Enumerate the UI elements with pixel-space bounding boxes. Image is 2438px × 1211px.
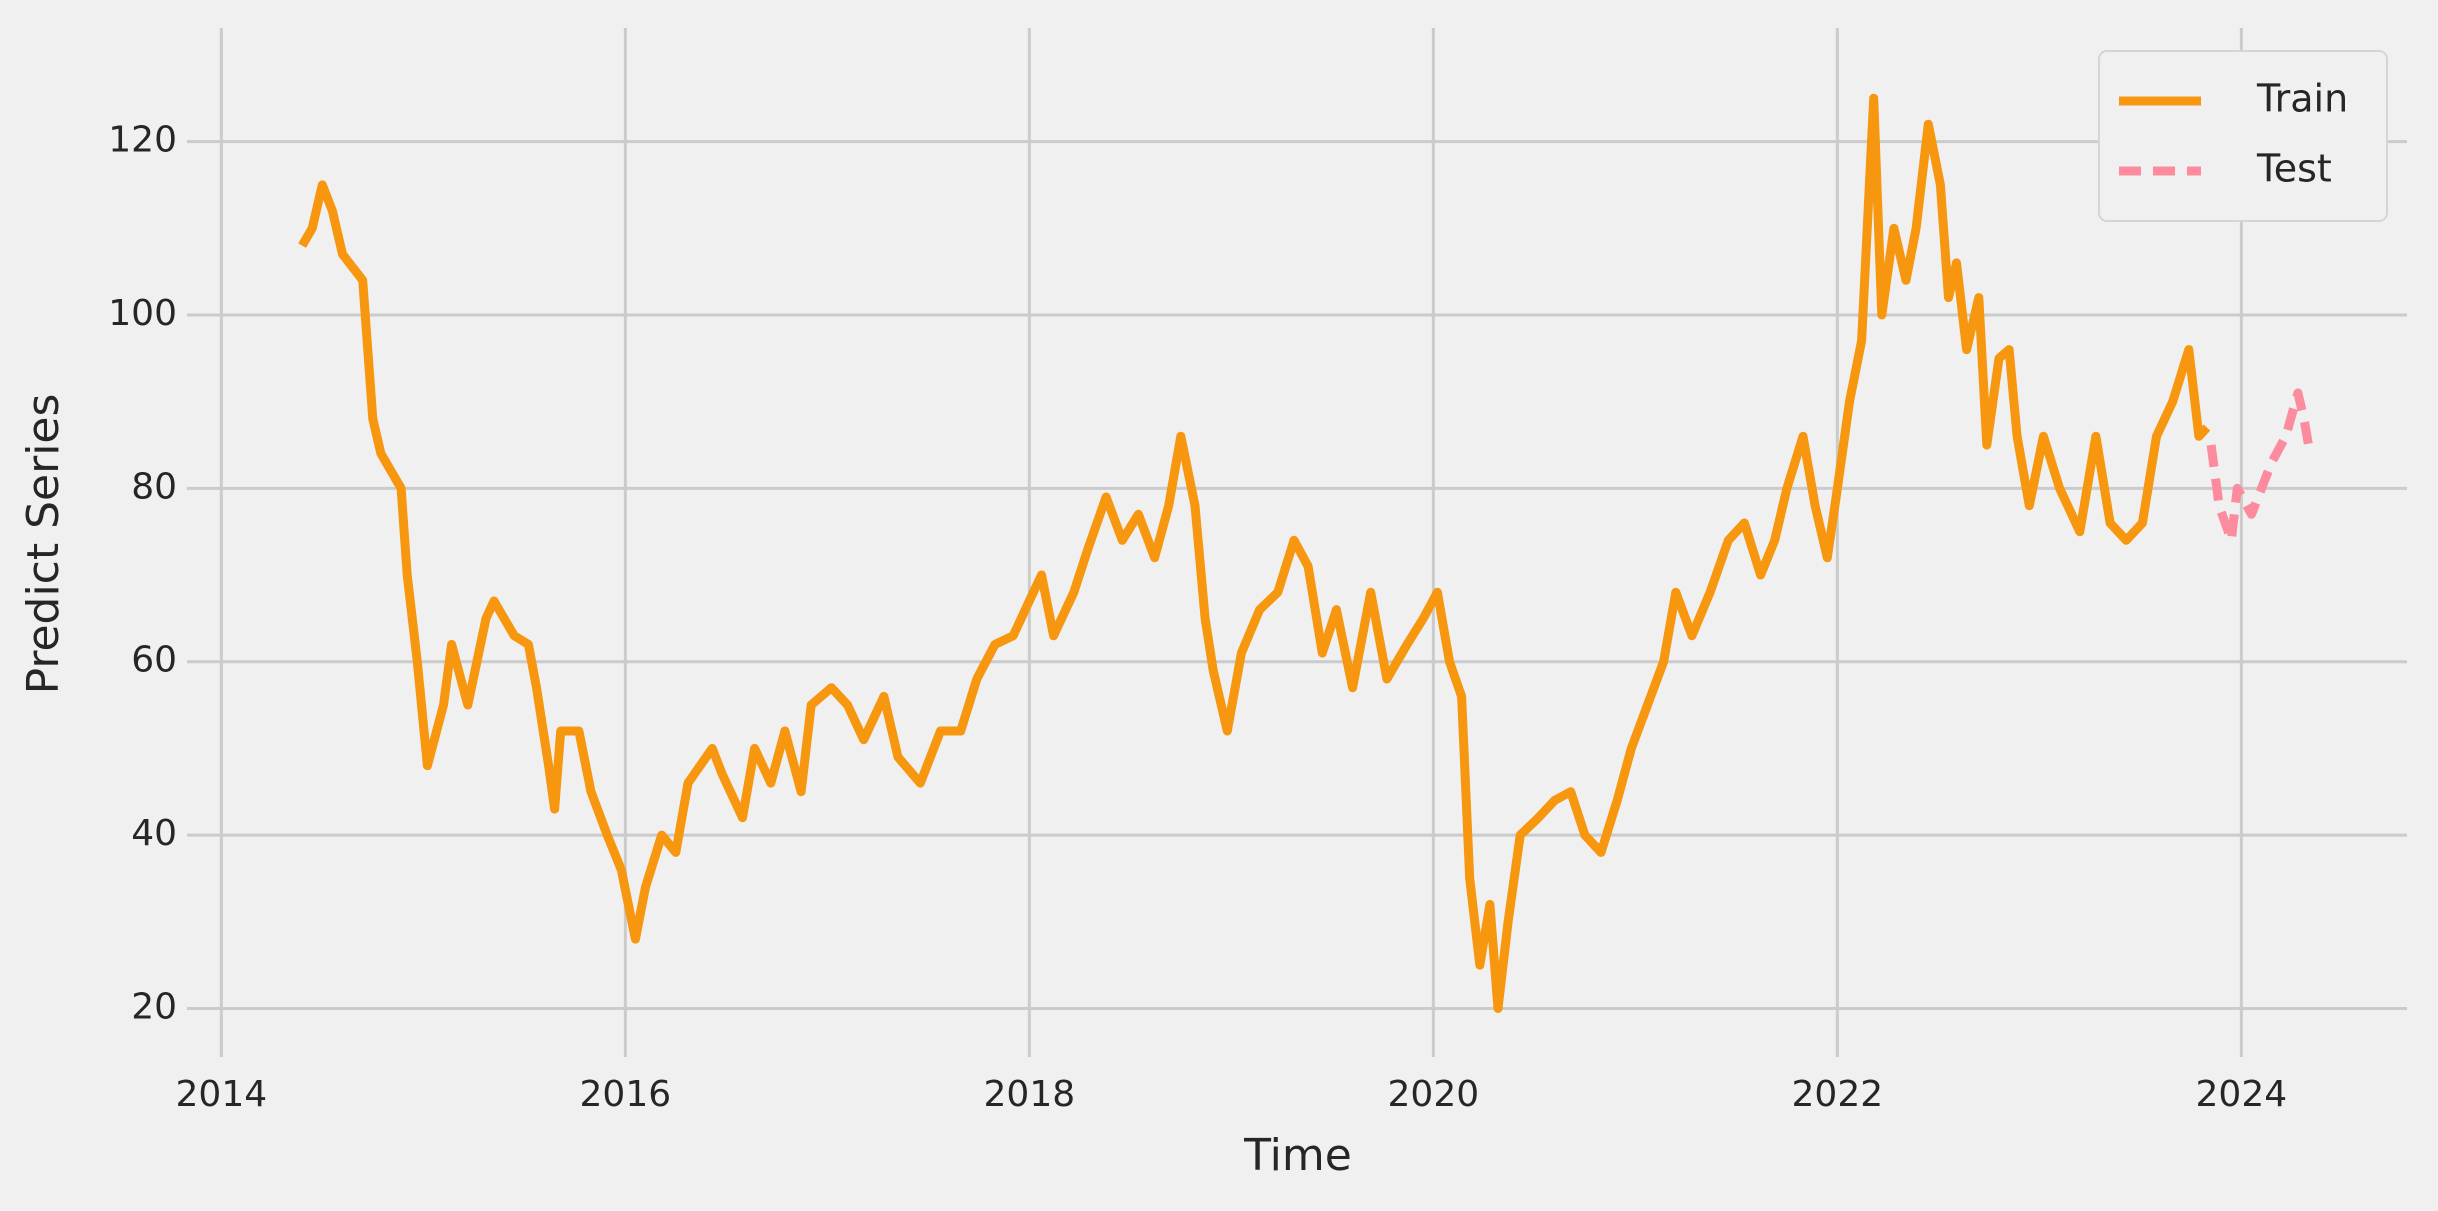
legend-label: Train [2256,77,2348,121]
y-tick-label: 120 [108,120,177,161]
legend: Train Test [2098,50,2388,222]
y-tick-label: 60 [131,640,177,681]
x-tick-label: 2024 [2196,1074,2288,1115]
x-tick-label: 2018 [984,1074,1076,1115]
y-tick-label: 40 [131,813,177,854]
y-axis-title: Predict Series [18,394,69,695]
tick-labels: 20 40 60 80 100 120 2014 2016 2018 2020 2022 2024 [108,120,2287,1115]
line-series [298,93,2211,1013]
legend-label: Test [2256,147,2332,191]
legend-box [2098,50,2388,222]
x-tick-label: 2020 [1388,1074,1480,1115]
x-tick-label: 2022 [1792,1074,1884,1115]
x-axis-title: Time [1243,1130,1352,1181]
y-tick-label: 100 [108,293,177,334]
plot-area [298,93,2315,1013]
y-tick-label: 80 [131,466,177,507]
line-series [2206,388,2315,545]
x-tick-label: 2016 [580,1074,672,1115]
x-tick-label: 2014 [176,1074,268,1115]
y-tick-label: 20 [131,986,177,1027]
